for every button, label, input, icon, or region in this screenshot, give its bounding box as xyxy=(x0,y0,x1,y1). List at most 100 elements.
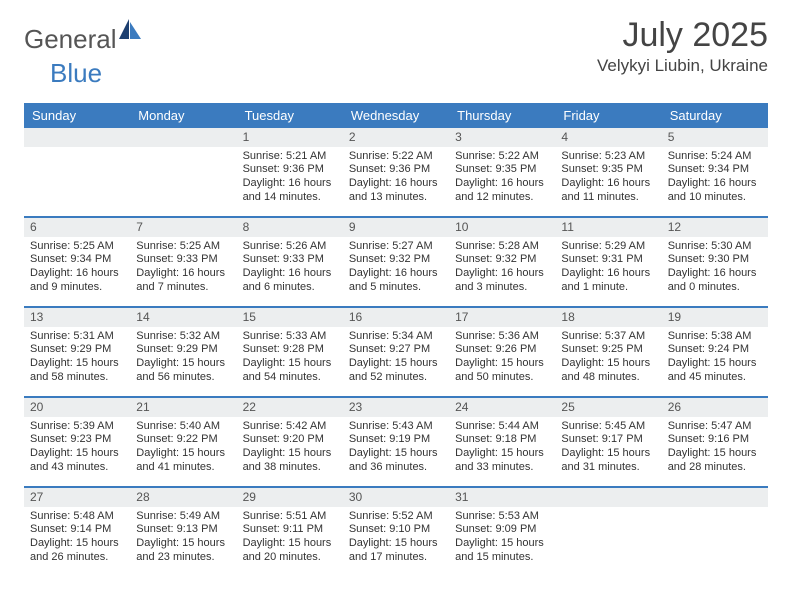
calendar-day: 28Sunrise: 5:49 AMSunset: 9:13 PMDayligh… xyxy=(130,488,236,576)
day-details: Sunrise: 5:32 AMSunset: 9:29 PMDaylight:… xyxy=(130,327,236,391)
calendar-day: . xyxy=(130,128,236,216)
sunrise-text: Sunrise: 5:42 AM xyxy=(243,420,337,434)
calendar-day: 22Sunrise: 5:42 AMSunset: 9:20 PMDayligh… xyxy=(237,398,343,486)
daylight-text: Daylight: 16 hours and 5 minutes. xyxy=(349,267,443,295)
sunset-text: Sunset: 9:18 PM xyxy=(455,433,549,447)
sunrise-text: Sunrise: 5:25 AM xyxy=(136,240,230,254)
calendar-day: 30Sunrise: 5:52 AMSunset: 9:10 PMDayligh… xyxy=(343,488,449,576)
sunset-text: Sunset: 9:31 PM xyxy=(561,253,655,267)
sunrise-text: Sunrise: 5:22 AM xyxy=(455,150,549,164)
weeks-container: ..1Sunrise: 5:21 AMSunset: 9:36 PMDaylig… xyxy=(24,128,768,576)
sunrise-text: Sunrise: 5:26 AM xyxy=(243,240,337,254)
day-number: . xyxy=(130,128,236,147)
day-details: Sunrise: 5:44 AMSunset: 9:18 PMDaylight:… xyxy=(449,417,555,481)
day-details: Sunrise: 5:21 AMSunset: 9:36 PMDaylight:… xyxy=(237,147,343,211)
daylight-text: Daylight: 15 hours and 43 minutes. xyxy=(30,447,124,475)
daylight-text: Daylight: 16 hours and 13 minutes. xyxy=(349,177,443,205)
daylight-text: Daylight: 16 hours and 9 minutes. xyxy=(30,267,124,295)
sunrise-text: Sunrise: 5:48 AM xyxy=(30,510,124,524)
daylight-text: Daylight: 15 hours and 38 minutes. xyxy=(243,447,337,475)
daylight-text: Daylight: 15 hours and 52 minutes. xyxy=(349,357,443,385)
day-details: Sunrise: 5:40 AMSunset: 9:22 PMDaylight:… xyxy=(130,417,236,481)
day-number: 2 xyxy=(343,128,449,147)
day-details: Sunrise: 5:25 AMSunset: 9:34 PMDaylight:… xyxy=(24,237,130,301)
calendar-day: 26Sunrise: 5:47 AMSunset: 9:16 PMDayligh… xyxy=(662,398,768,486)
calendar-day: 19Sunrise: 5:38 AMSunset: 9:24 PMDayligh… xyxy=(662,308,768,396)
calendar-day: 4Sunrise: 5:23 AMSunset: 9:35 PMDaylight… xyxy=(555,128,661,216)
sunrise-text: Sunrise: 5:47 AM xyxy=(668,420,762,434)
calendar-day: . xyxy=(24,128,130,216)
daylight-text: Daylight: 15 hours and 58 minutes. xyxy=(30,357,124,385)
sunset-text: Sunset: 9:24 PM xyxy=(668,343,762,357)
sunrise-text: Sunrise: 5:28 AM xyxy=(455,240,549,254)
day-details: Sunrise: 5:22 AMSunset: 9:35 PMDaylight:… xyxy=(449,147,555,211)
sunset-text: Sunset: 9:29 PM xyxy=(30,343,124,357)
daylight-text: Daylight: 16 hours and 1 minute. xyxy=(561,267,655,295)
calendar-day: . xyxy=(555,488,661,576)
calendar-week: 13Sunrise: 5:31 AMSunset: 9:29 PMDayligh… xyxy=(24,306,768,396)
day-number: 25 xyxy=(555,398,661,417)
daylight-text: Daylight: 16 hours and 3 minutes. xyxy=(455,267,549,295)
sunset-text: Sunset: 9:30 PM xyxy=(668,253,762,267)
sunrise-text: Sunrise: 5:43 AM xyxy=(349,420,443,434)
sunrise-text: Sunrise: 5:21 AM xyxy=(243,150,337,164)
day-number: 24 xyxy=(449,398,555,417)
day-details xyxy=(130,147,236,156)
sunrise-text: Sunrise: 5:31 AM xyxy=(30,330,124,344)
day-details: Sunrise: 5:27 AMSunset: 9:32 PMDaylight:… xyxy=(343,237,449,301)
day-details xyxy=(24,147,130,156)
sunrise-text: Sunrise: 5:30 AM xyxy=(668,240,762,254)
daylight-text: Daylight: 16 hours and 0 minutes. xyxy=(668,267,762,295)
daylight-text: Daylight: 16 hours and 6 minutes. xyxy=(243,267,337,295)
sunrise-text: Sunrise: 5:37 AM xyxy=(561,330,655,344)
day-details: Sunrise: 5:38 AMSunset: 9:24 PMDaylight:… xyxy=(662,327,768,391)
day-number: 11 xyxy=(555,218,661,237)
day-number: 31 xyxy=(449,488,555,507)
daylight-text: Daylight: 15 hours and 20 minutes. xyxy=(243,537,337,565)
daylight-text: Daylight: 16 hours and 11 minutes. xyxy=(561,177,655,205)
day-details: Sunrise: 5:42 AMSunset: 9:20 PMDaylight:… xyxy=(237,417,343,481)
dow-wednesday: Wednesday xyxy=(343,103,449,128)
sunrise-text: Sunrise: 5:36 AM xyxy=(455,330,549,344)
brand-text-2: Blue xyxy=(50,58,102,89)
day-number: 7 xyxy=(130,218,236,237)
daylight-text: Daylight: 15 hours and 50 minutes. xyxy=(455,357,549,385)
sunset-text: Sunset: 9:16 PM xyxy=(668,433,762,447)
brand-text-1: General xyxy=(24,24,117,55)
day-details: Sunrise: 5:24 AMSunset: 9:34 PMDaylight:… xyxy=(662,147,768,211)
day-details: Sunrise: 5:26 AMSunset: 9:33 PMDaylight:… xyxy=(237,237,343,301)
calendar-day: . xyxy=(662,488,768,576)
calendar-week: 6Sunrise: 5:25 AMSunset: 9:34 PMDaylight… xyxy=(24,216,768,306)
sunset-text: Sunset: 9:34 PM xyxy=(668,163,762,177)
dow-friday: Friday xyxy=(555,103,661,128)
day-number: 13 xyxy=(24,308,130,327)
sunset-text: Sunset: 9:36 PM xyxy=(349,163,443,177)
day-number: 3 xyxy=(449,128,555,147)
day-details: Sunrise: 5:51 AMSunset: 9:11 PMDaylight:… xyxy=(237,507,343,571)
calendar-day: 23Sunrise: 5:43 AMSunset: 9:19 PMDayligh… xyxy=(343,398,449,486)
day-details xyxy=(662,507,768,516)
calendar-day: 5Sunrise: 5:24 AMSunset: 9:34 PMDaylight… xyxy=(662,128,768,216)
day-number: 12 xyxy=(662,218,768,237)
sunset-text: Sunset: 9:36 PM xyxy=(243,163,337,177)
calendar-day: 12 Sunrise: 5:30 AMSunset: 9:30 PMDayligh… xyxy=(662,218,768,306)
day-number: 15 xyxy=(237,308,343,327)
day-details: Sunrise: 5:53 AMSunset: 9:09 PMDaylight:… xyxy=(449,507,555,571)
daylight-text: Daylight: 15 hours and 15 minutes. xyxy=(455,537,549,565)
daylight-text: Daylight: 16 hours and 7 minutes. xyxy=(136,267,230,295)
daylight-text: Daylight: 15 hours and 54 minutes. xyxy=(243,357,337,385)
calendar-day: 6Sunrise: 5:25 AMSunset: 9:34 PMDaylight… xyxy=(24,218,130,306)
calendar-day: 21Sunrise: 5:40 AMSunset: 9:22 PMDayligh… xyxy=(130,398,236,486)
sunset-text: Sunset: 9:11 PM xyxy=(243,523,337,537)
sunset-text: Sunset: 9:32 PM xyxy=(349,253,443,267)
sunrise-text: Sunrise: 5:25 AM xyxy=(30,240,124,254)
day-details: Sunrise: 5:29 AMSunset: 9:31 PMDaylight:… xyxy=(555,237,661,301)
calendar-day: 17Sunrise: 5:36 AMSunset: 9:26 PMDayligh… xyxy=(449,308,555,396)
calendar-day: 3Sunrise: 5:22 AMSunset: 9:35 PMDaylight… xyxy=(449,128,555,216)
sunrise-text: Sunrise: 5:27 AM xyxy=(349,240,443,254)
daylight-text: Daylight: 15 hours and 17 minutes. xyxy=(349,537,443,565)
sunrise-text: Sunrise: 5:24 AM xyxy=(668,150,762,164)
day-number: 21 xyxy=(130,398,236,417)
day-details: Sunrise: 5:49 AMSunset: 9:13 PMDaylight:… xyxy=(130,507,236,571)
dow-thursday: Thursday xyxy=(449,103,555,128)
